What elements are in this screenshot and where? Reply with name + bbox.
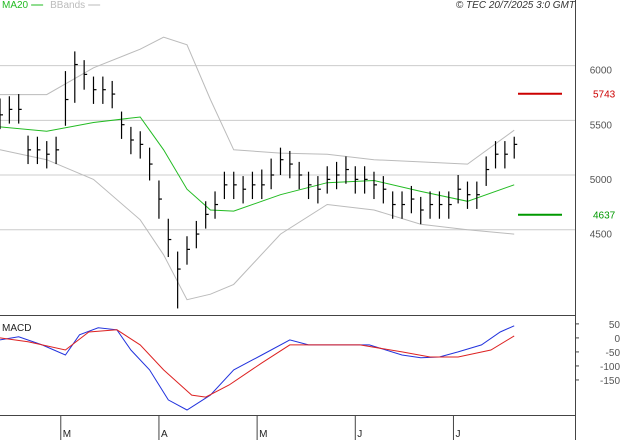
x-tick-label: M (259, 429, 267, 440)
x-tick-label: J (357, 429, 362, 440)
level-label: 5743 (593, 90, 616, 101)
level-label: 4637 (593, 211, 616, 222)
x-tick-label: J (455, 429, 460, 440)
y-tick-label: 0 (614, 334, 620, 345)
y-tick-label: -50 (606, 348, 621, 359)
source-text: © TEC 20/7/2025 3:0 GMT (456, 0, 576, 11)
panel-title: MACD (2, 323, 31, 334)
x-tick-label: A (161, 429, 168, 440)
y-tick-label: 6000 (590, 66, 613, 77)
legend-label: BBands (50, 0, 85, 11)
y-tick-label: -150 (600, 376, 620, 387)
upper-band (0, 36, 515, 165)
x-tick-label: M (63, 429, 71, 440)
lower-band (0, 149, 515, 301)
legend-label: MA20 (2, 0, 29, 11)
y-tick-label: 4500 (590, 230, 613, 241)
y-tick-label: 5000 (590, 175, 613, 186)
y-tick-label: 50 (609, 320, 621, 331)
macd-line (0, 329, 515, 398)
y-tick-label: -100 (600, 362, 620, 373)
ma-line (0, 116, 515, 212)
y-tick-label: 5500 (590, 120, 613, 131)
